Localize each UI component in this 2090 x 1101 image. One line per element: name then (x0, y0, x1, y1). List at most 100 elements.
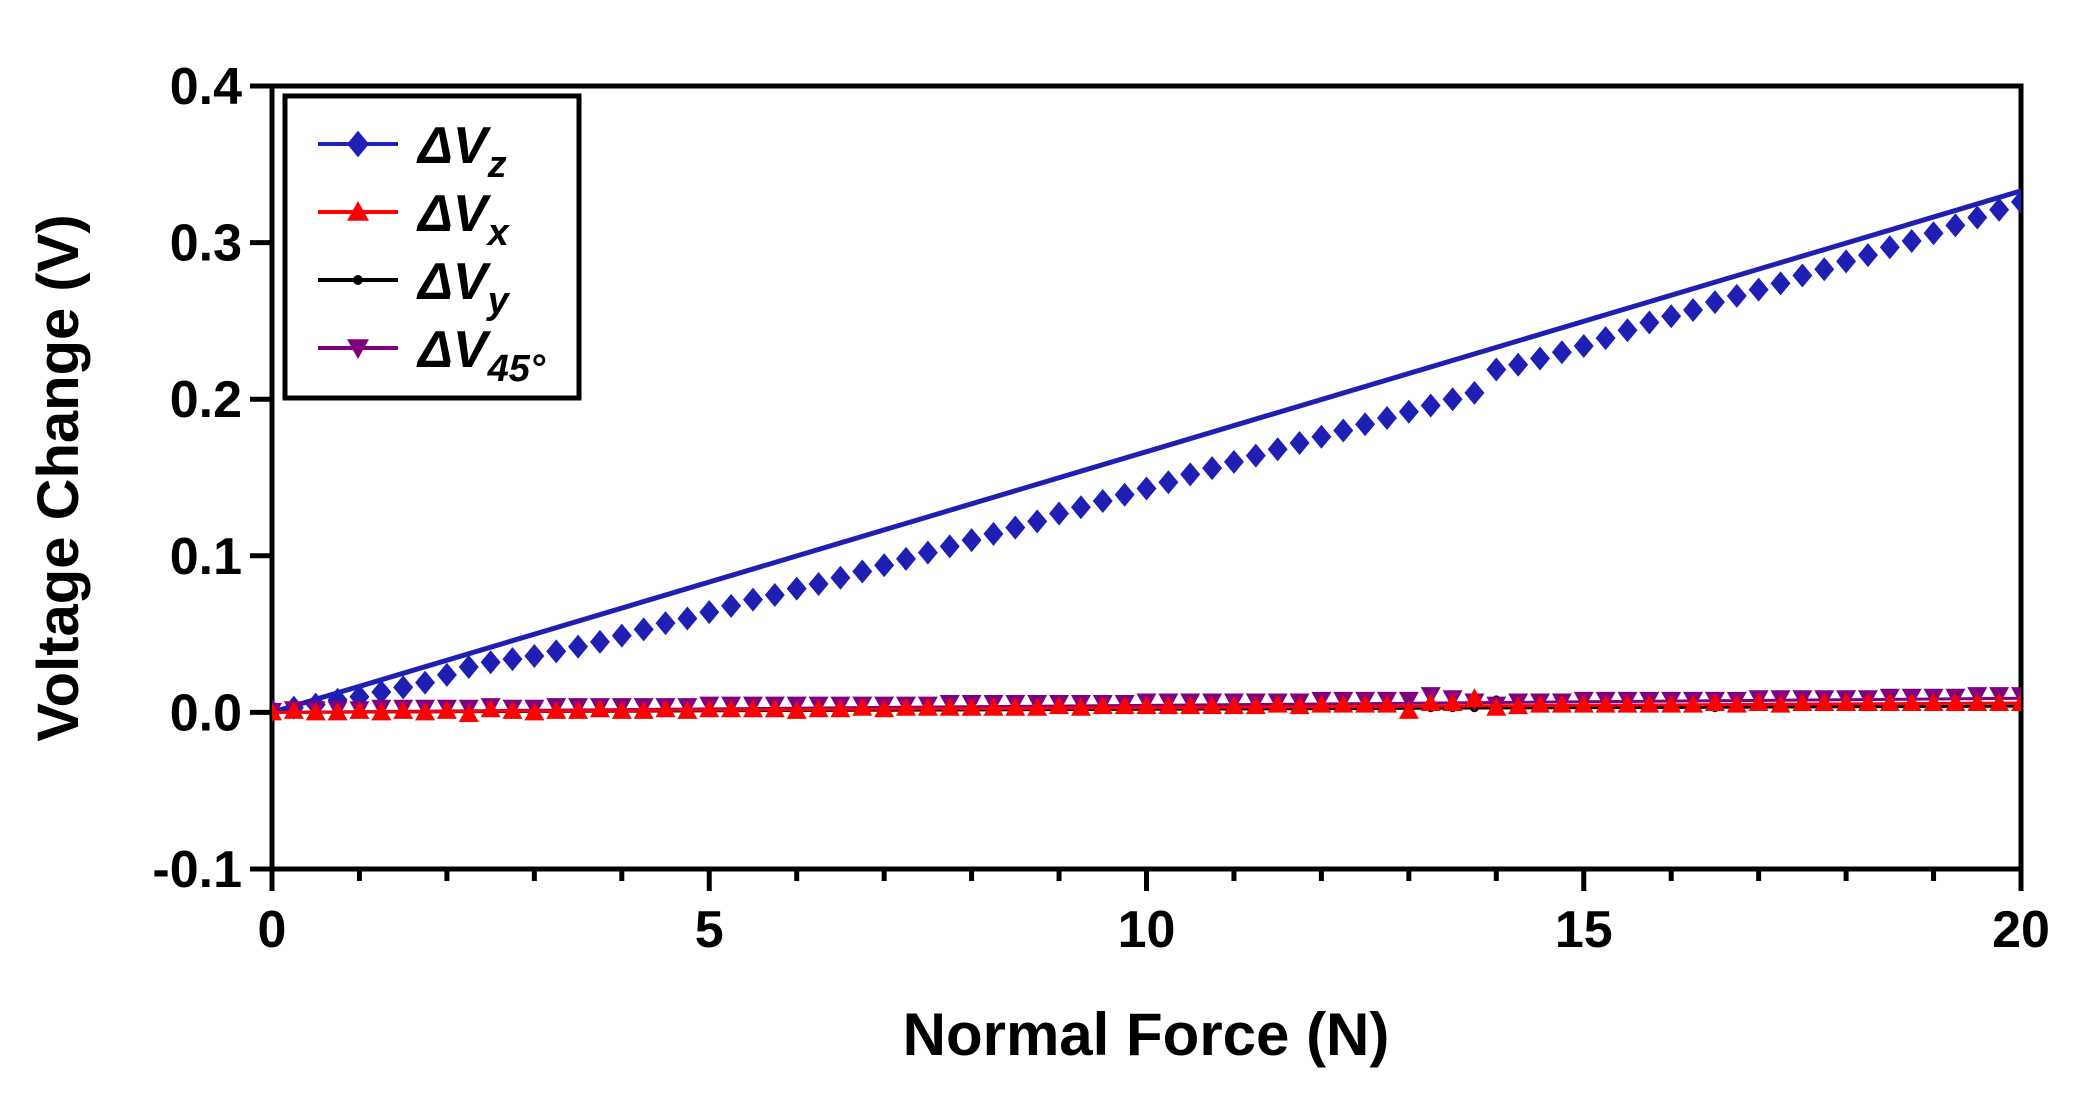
data-point-diamond (2011, 189, 2021, 214)
data-point-diamond (1792, 263, 1813, 288)
x-tick-label: 15 (1555, 901, 1613, 959)
data-point-diamond (1376, 405, 1397, 430)
x-tick-label: 10 (1118, 901, 1176, 959)
data-point-diamond (436, 662, 457, 687)
data-point-triangle-up (1464, 688, 1485, 707)
data-point-triangle-up (1661, 694, 1682, 713)
data-point-triangle-up (699, 699, 720, 718)
data-point-triangle-up (1355, 694, 1376, 713)
data-point-triangle-up (393, 700, 414, 719)
data-point-diamond (502, 647, 523, 672)
data-point-diamond (1005, 515, 1026, 540)
data-point-diamond (896, 546, 917, 571)
data-point-triangle-up (1049, 696, 1070, 715)
data-point-triangle-up (1726, 694, 1747, 713)
data-point-diamond (1355, 412, 1376, 437)
data-point-triangle-up (1398, 700, 1419, 719)
data-point-diamond (1114, 482, 1135, 507)
data-point-triangle-up (305, 702, 326, 721)
data-point-triangle-up (371, 702, 392, 721)
data-point-triangle-up (1989, 693, 2010, 712)
data-point-triangle-up (1202, 696, 1223, 715)
data-point-triangle-down (347, 339, 369, 359)
data-point-triangle-up (1639, 694, 1660, 713)
data-point-diamond (1311, 424, 1332, 449)
data-point-triangle-up (1092, 696, 1113, 715)
data-point-triangle-up (1573, 694, 1594, 713)
data-point-triangle-up (808, 699, 829, 718)
data-point-triangle-up (1530, 694, 1551, 713)
data-point-triangle-up (874, 699, 895, 718)
series-layer (272, 188, 2021, 723)
data-point-triangle-up (272, 702, 282, 721)
legend-label: ΔVz (416, 117, 507, 186)
y-tick-label: 0.0 (170, 684, 242, 742)
data-point-triangle-up (1770, 694, 1791, 713)
data-point-diamond (1158, 470, 1179, 495)
data-point-triangle-up (1136, 696, 1157, 715)
data-point-diamond (961, 528, 982, 553)
data-point-triangle-up (1070, 697, 1091, 716)
data-point-triangle-up (1289, 696, 1310, 715)
data-point-diamond (1617, 318, 1638, 343)
data-point-diamond (546, 639, 567, 664)
data-point-triangle-up (1945, 693, 1966, 712)
data-point-triangle-up (1595, 694, 1616, 713)
data-point-diamond (1070, 495, 1091, 520)
data-point-diamond (1923, 221, 1944, 246)
data-point-diamond (808, 571, 829, 596)
data-point-diamond (1879, 235, 1900, 260)
data-point-triangle-up (1792, 693, 1813, 712)
data-point-triangle-up (1508, 696, 1529, 715)
data-point-diamond (1551, 340, 1572, 365)
data-point-diamond (1464, 380, 1485, 405)
data-point-triangle-up (655, 699, 676, 718)
data-point-triangle-up (1486, 697, 1507, 716)
data-point-triangle-up (1617, 694, 1638, 713)
data-point-triangle-up (1551, 694, 1572, 713)
data-point-diamond (1573, 333, 1594, 358)
data-point-triangle-up (1333, 694, 1354, 713)
x-axis-ticks: 0 5 10 15 20 (258, 869, 2050, 959)
data-point-triangle-up (1376, 694, 1397, 713)
legend-label: ΔVy (416, 253, 511, 322)
data-point-triangle-up (1704, 693, 1725, 712)
data-point-triangle-up (1901, 693, 1922, 712)
data-point-triangle-up (917, 697, 938, 716)
data-point-diamond (1420, 393, 1441, 418)
data-point-triangle-up (1967, 693, 1988, 712)
data-point-diamond (1092, 488, 1113, 513)
data-point-triangle-up (502, 700, 523, 719)
data-point-diamond (655, 611, 676, 636)
data-point-diamond (1442, 387, 1463, 412)
legend-item: ΔVz (318, 117, 507, 186)
data-point-diamond (1661, 304, 1682, 329)
data-point-diamond (1836, 249, 1857, 274)
data-point-diamond (1486, 357, 1507, 382)
data-point-diamond (1748, 277, 1769, 302)
data-point-diamond (393, 675, 414, 700)
data-point-diamond (1049, 501, 1070, 526)
data-point-diamond (1595, 326, 1616, 351)
data-point-diamond (1530, 346, 1551, 371)
data-point-diamond (1814, 257, 1835, 282)
data-point-triangle-up (830, 699, 851, 718)
y-axis-label: Voltage Change (V) (26, 214, 91, 741)
data-point-triangle-up (1267, 694, 1288, 713)
y-tick-label: 0.4 (170, 58, 242, 116)
data-point-triangle-up (896, 697, 917, 716)
y-axis-ticks: -0.1 0.0 0.1 0.2 0.3 0.4 (152, 58, 272, 899)
data-point-triangle-up (546, 700, 567, 719)
data-point-diamond (1945, 213, 1966, 238)
data-point-diamond (415, 670, 436, 695)
data-point-diamond (347, 130, 369, 158)
data-point-triangle-up (415, 702, 436, 721)
y-tick-label: -0.1 (152, 841, 242, 899)
data-point-triangle-up (1879, 693, 1900, 712)
data-point-triangle-up (1748, 693, 1769, 712)
data-point-diamond (611, 623, 632, 648)
data-point-triangle-up (1420, 693, 1441, 712)
data-point-triangle-up (1158, 696, 1179, 715)
data-point-diamond (1027, 509, 1048, 534)
